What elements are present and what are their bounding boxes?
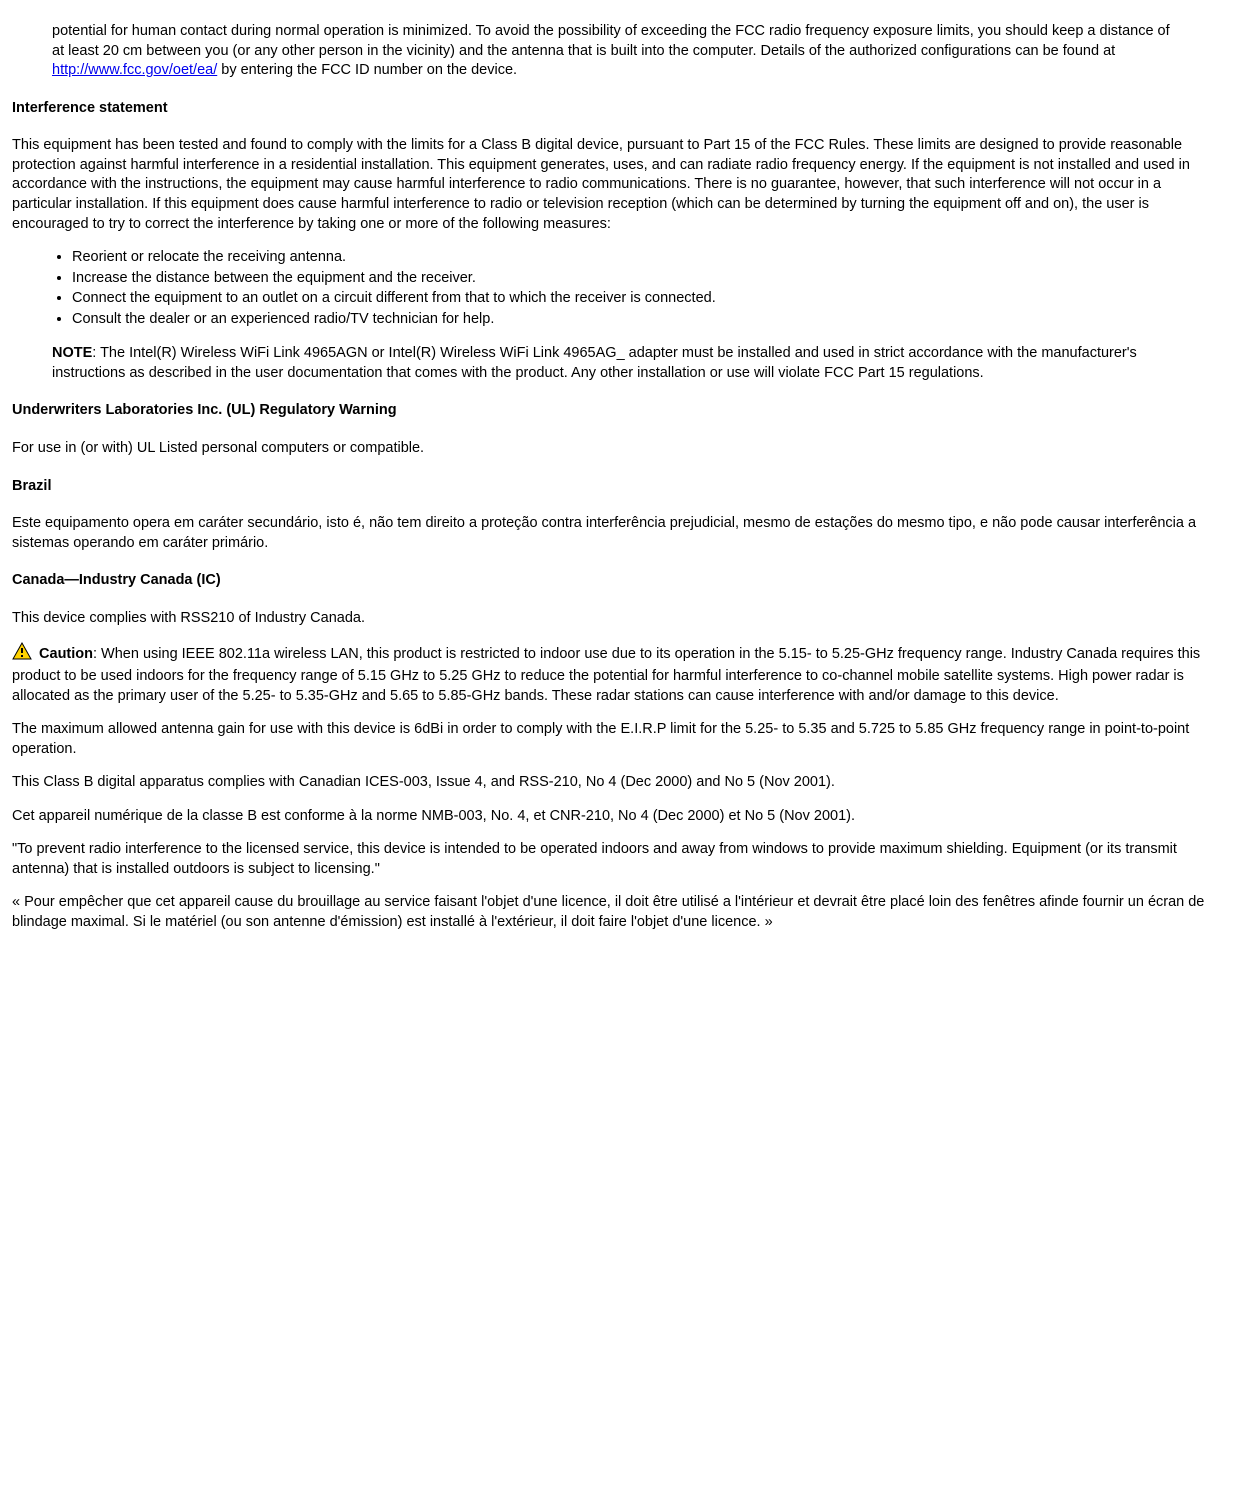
canada-para1: This device complies with RSS210 of Indu… (12, 609, 1223, 629)
canada-heading: Canada—Industry Canada (IC) (12, 571, 1223, 591)
canada-caution-block: Caution: When using IEEE 802.11a wireles… (12, 642, 1223, 706)
canada-para5: "To prevent radio interference to the li… (12, 840, 1223, 879)
list-item: Reorient or relocate the receiving anten… (72, 248, 1223, 269)
list-item: Consult the dealer or an experienced rad… (72, 310, 1223, 331)
list-item: Increase the distance between the equipm… (72, 269, 1223, 290)
interference-bullet-list: Reorient or relocate the receiving anten… (12, 248, 1223, 330)
canada-para3: This Class B digital apparatus complies … (12, 773, 1223, 793)
interference-note: NOTE: The Intel(R) Wireless WiFi Link 49… (52, 344, 1183, 383)
note-label: NOTE (52, 345, 92, 361)
canada-para4: Cet appareil numérique de la classe B es… (12, 807, 1223, 827)
note-text: : The Intel(R) Wireless WiFi Link 4965AG… (52, 345, 1137, 381)
caution-icon (12, 642, 32, 667)
interference-heading: Interference statement (12, 99, 1223, 119)
canada-para6: « Pour empêcher que cet appareil cause d… (12, 893, 1223, 932)
ul-warning-heading: Underwriters Laboratories Inc. (UL) Regu… (12, 401, 1223, 421)
brazil-paragraph: Este equipamento opera em caráter secund… (12, 514, 1223, 553)
intro-paragraph: potential for human contact during norma… (52, 22, 1183, 81)
list-item: Connect the equipment to an outlet on a … (72, 289, 1223, 310)
intro-text-before: potential for human contact during norma… (52, 23, 1170, 59)
interference-paragraph: This equipment has been tested and found… (12, 136, 1223, 234)
ul-warning-paragraph: For use in (or with) UL Listed personal … (12, 439, 1223, 459)
caution-text: : When using IEEE 802.11a wireless LAN, … (12, 646, 1200, 703)
caution-label: Caution (39, 646, 93, 662)
canada-para2: The maximum allowed antenna gain for use… (12, 720, 1223, 759)
intro-text-after: by entering the FCC ID number on the dev… (217, 62, 517, 78)
fcc-link[interactable]: http://www.fcc.gov/oet/ea/ (52, 62, 217, 78)
brazil-heading: Brazil (12, 477, 1223, 497)
